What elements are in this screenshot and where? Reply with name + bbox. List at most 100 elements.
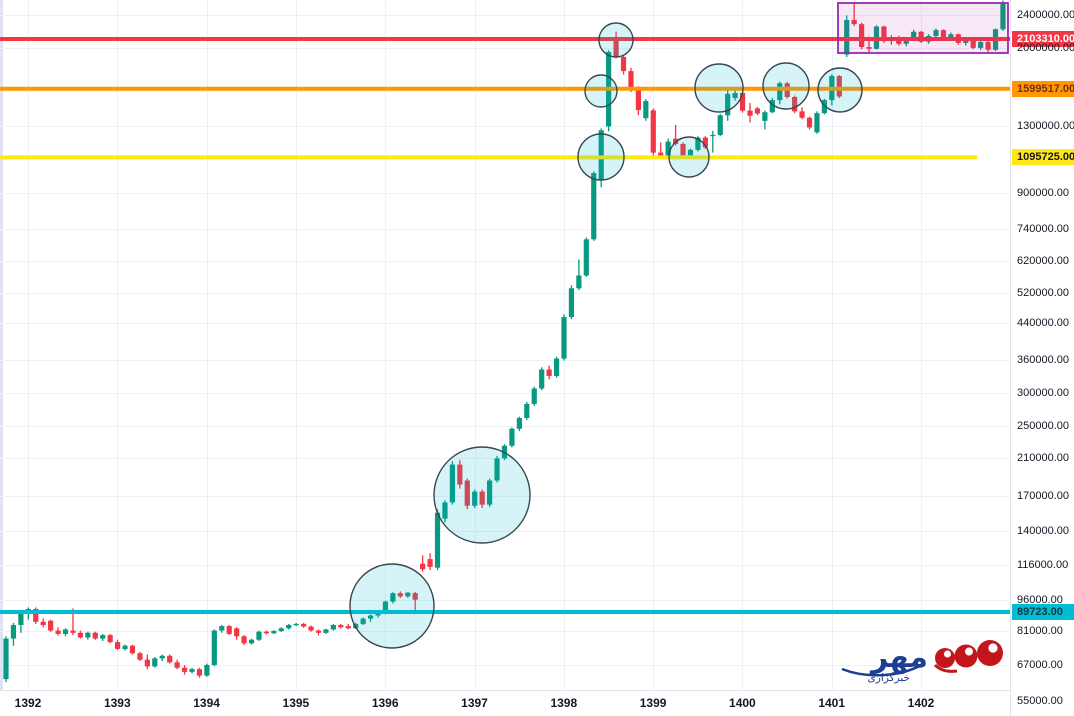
candle-body <box>479 491 485 505</box>
candle-body <box>375 613 381 616</box>
candle-body <box>278 628 284 632</box>
candle-down <box>48 619 54 632</box>
candle-body <box>144 659 150 667</box>
candle-down <box>196 667 203 678</box>
candle-body <box>122 645 128 649</box>
ellipse-annotation[interactable] <box>584 74 618 108</box>
candle-body <box>546 369 552 376</box>
rectangle-annotation[interactable] <box>837 2 1009 54</box>
ellipse-annotation[interactable] <box>598 22 634 58</box>
y-axis-tick: 116000.00 <box>1017 559 1069 572</box>
candle-body <box>449 464 455 503</box>
candle-body <box>814 113 820 133</box>
candle-body <box>665 141 671 156</box>
candle-body <box>978 42 984 48</box>
candle-body <box>263 631 269 634</box>
y-axis-tick: 2000000.00 <box>1017 42 1074 55</box>
candle-up <box>390 592 396 604</box>
x-axis-label: 1402 <box>907 696 935 710</box>
ellipse-annotation[interactable] <box>817 67 863 113</box>
ellipse-annotation[interactable] <box>433 446 531 544</box>
candle-up <box>219 625 225 633</box>
candle-body <box>769 100 775 113</box>
candle-up <box>449 460 455 505</box>
candle-body <box>970 38 976 48</box>
candle-body <box>553 358 560 376</box>
ellipse-annotation[interactable] <box>577 133 625 181</box>
candle-down <box>702 136 708 149</box>
candle-body <box>710 134 716 137</box>
candle-body <box>561 317 567 359</box>
left-edge-strip <box>0 0 3 690</box>
candle-body <box>211 630 217 666</box>
candle-down <box>167 654 173 664</box>
candle-body <box>792 97 798 112</box>
candle-down <box>115 639 121 650</box>
candle-body <box>241 636 247 644</box>
candle-body <box>85 632 91 638</box>
candle-body <box>226 626 232 634</box>
ellipse-annotation[interactable] <box>668 136 710 178</box>
candle-body <box>33 609 39 622</box>
candle-body <box>583 239 589 276</box>
candle-up <box>3 636 9 683</box>
ellipse-annotation[interactable] <box>762 62 810 110</box>
candle-body <box>918 31 924 42</box>
candle-body <box>167 655 173 663</box>
candle-body <box>650 110 656 153</box>
price-badge-cyan-line: 89723.00 <box>1012 603 1074 620</box>
x-axis-label: 1394 <box>193 696 220 710</box>
mehr-news-logo: مهر خبرگزاری <box>832 627 1004 687</box>
y-axis-tick: 140000.00 <box>1017 525 1069 538</box>
candle-down <box>144 654 150 670</box>
y-axis-tick: 170000.00 <box>1017 489 1069 502</box>
candle-body <box>107 635 113 643</box>
candle-body <box>635 88 641 111</box>
candle-body <box>271 631 277 634</box>
candle-body <box>323 629 329 633</box>
candle-up <box>769 97 775 114</box>
chart-plot-area[interactable] <box>0 0 1010 690</box>
candle-body <box>643 100 649 119</box>
x-axis-label: 1400 <box>729 696 756 710</box>
candle-down <box>650 108 656 158</box>
candle-down <box>107 633 113 644</box>
candle-down <box>77 630 83 639</box>
mehr-calligraphy: مهر خبرگزاری <box>841 640 928 684</box>
x-axis-label: 1401 <box>818 696 846 710</box>
y-axis-tick: 900000.00 <box>1017 187 1069 200</box>
time-axis[interactable]: 1392 1393 1394 1395 1396 1397 1398 1399 1400 1401… <box>0 690 1010 716</box>
watermark-brand-text: مهر <box>869 640 928 675</box>
candle-up <box>204 663 210 677</box>
candle-body <box>487 480 493 505</box>
candle-body <box>695 137 701 150</box>
candle-body <box>382 601 389 614</box>
candle-body <box>613 40 619 57</box>
candle-up <box>271 630 277 634</box>
candle-body <box>219 626 225 631</box>
candle-body <box>591 173 597 240</box>
candle-body <box>360 618 366 624</box>
candle-body <box>524 403 530 419</box>
candle-down <box>620 55 627 75</box>
y-axis-tick: 96000.00 <box>1017 593 1063 606</box>
candle-body <box>859 24 865 48</box>
candle-body <box>434 512 441 568</box>
price-axis[interactable]: 2103310.00 1599517.00 1095725.00 89723.0… <box>1010 0 1074 716</box>
candle-up <box>286 623 292 630</box>
candle-down <box>985 41 991 52</box>
candle-body <box>531 388 537 404</box>
x-axis-label: 1395 <box>282 696 310 710</box>
candle-down <box>129 644 136 655</box>
ellipse-annotation[interactable] <box>694 63 744 113</box>
candle-body <box>412 593 418 600</box>
candle-body <box>680 143 686 156</box>
candle-up <box>539 367 545 391</box>
candle-body <box>620 56 627 72</box>
ellipse-annotation[interactable] <box>349 563 435 649</box>
candle-down <box>345 623 351 630</box>
candle-body <box>301 623 307 627</box>
candle-body <box>457 464 463 485</box>
y-axis-tick: 360000.00 <box>1017 353 1069 366</box>
